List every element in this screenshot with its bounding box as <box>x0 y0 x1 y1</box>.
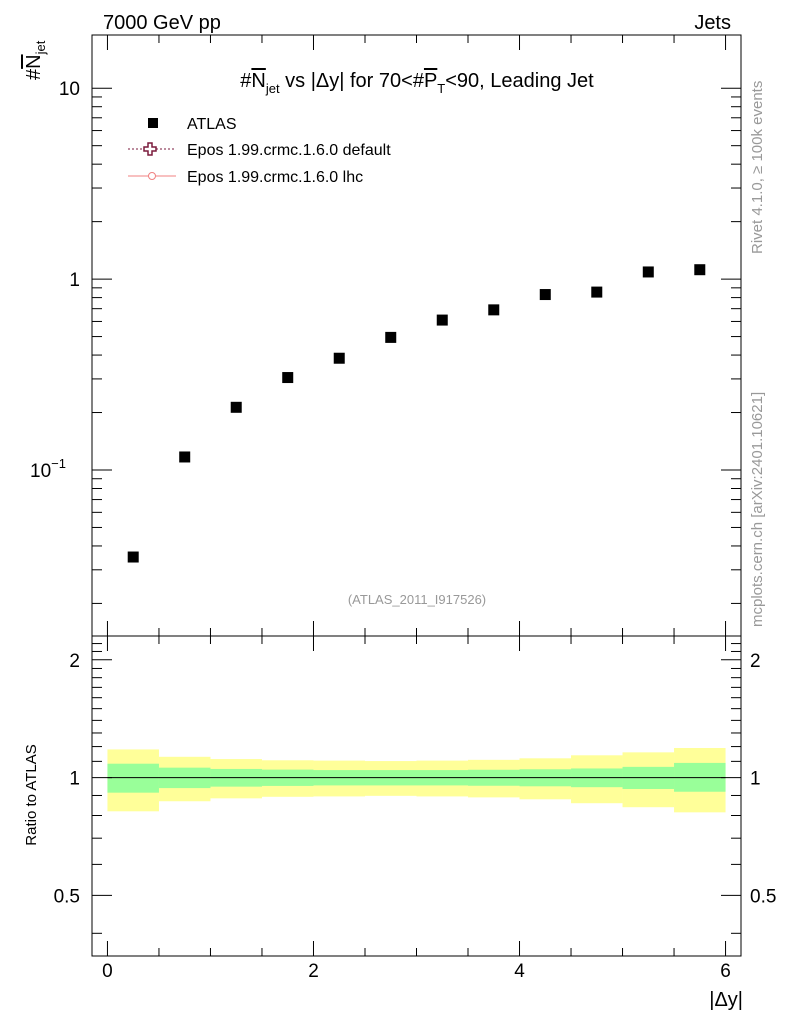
atlas-data-point <box>694 264 706 276</box>
atlas-data-point <box>127 551 139 563</box>
main-title: #Njet vs |Δy| for 70<#PT<90, Leading Jet <box>240 70 594 96</box>
side-rivet-label: Rivet 4.1.0, ≥ 100k events <box>749 81 766 254</box>
legend-epos-default-label: Epos 1.99.crmc.1.6.0 default <box>187 142 391 159</box>
main-ylabel-n: N <box>23 54 45 68</box>
data-points <box>127 264 706 563</box>
title-pre: # <box>240 70 252 92</box>
ratio-ytick-label-1: 1 <box>69 769 80 790</box>
xtick-label-2: 2 <box>308 961 319 982</box>
ratio-ytick-label-2-right: 2 <box>750 651 761 672</box>
title-t: T <box>437 81 445 96</box>
ratio-inner-band-bin <box>107 763 159 793</box>
ratio-ytick-label-0.5-right: 0.5 <box>750 886 776 907</box>
main-ytick-label-1: 1 <box>69 270 80 291</box>
title-p: P <box>424 70 437 92</box>
main-ylabel-hash: # <box>23 68 45 80</box>
xtick-label-6: 6 <box>720 961 731 982</box>
ratio-axis-ticks <box>92 636 741 956</box>
side-mcplots-label: mcplots.cern.ch [arXiv:2401.10621] <box>749 392 766 627</box>
title-post: <90, Leading Jet <box>445 70 594 92</box>
ratio-ytick-label-2: 2 <box>69 651 80 672</box>
main-ytick-label-0.1: 10−1 <box>30 456 66 482</box>
atlas-data-point <box>230 401 242 413</box>
atlas-data-point <box>488 304 500 316</box>
legend-epos-lhc-label: Epos 1.99.crmc.1.6.0 lhc <box>187 169 363 186</box>
ratio-ytick-label-0.5: 0.5 <box>54 886 80 907</box>
atlas-data-point <box>436 314 448 326</box>
main-axis-ticks <box>92 35 741 636</box>
header-left: 7000 GeV pp <box>103 12 221 34</box>
title-jet: jet <box>265 81 280 96</box>
atlas-data-point <box>591 286 603 298</box>
reference-label: (ATLAS_2011_I917526) <box>348 592 486 607</box>
svg-text:#Njet: #Njet <box>23 40 48 80</box>
xlabel: |Δy| <box>709 989 743 1011</box>
atlas-data-point <box>539 289 551 301</box>
legend-atlas-marker <box>148 118 158 128</box>
main-ytick-label-10: 10 <box>59 79 80 100</box>
legend-epos-default-marker <box>128 142 176 156</box>
main-ylabel: #Njet <box>23 40 48 80</box>
xtick-label-0: 0 <box>102 961 113 982</box>
ratio-bands <box>107 748 726 813</box>
atlas-data-point <box>642 266 654 278</box>
title-mid: vs |Δy| for 70<# <box>280 70 425 92</box>
legend-epos-lhc-marker <box>128 172 176 180</box>
ratio-panel-frame <box>91 635 742 957</box>
atlas-data-point <box>179 451 191 463</box>
ratio-ytick-label-1-right: 1 <box>750 769 761 790</box>
ratio-ylabel: Ratio to ATLAS <box>23 744 40 845</box>
main-ylabel-jet: jet <box>33 40 48 55</box>
atlas-data-point <box>282 372 294 384</box>
header-right: Jets <box>694 12 731 34</box>
legend: ATLAS Epos 1.99.crmc.1.6.0 default Epos … <box>128 116 391 186</box>
xtick-label-4: 4 <box>514 961 525 982</box>
atlas-data-point <box>333 352 345 364</box>
legend-atlas-label: ATLAS <box>187 116 237 133</box>
title-n: N <box>251 70 265 92</box>
atlas-data-point <box>385 331 397 343</box>
